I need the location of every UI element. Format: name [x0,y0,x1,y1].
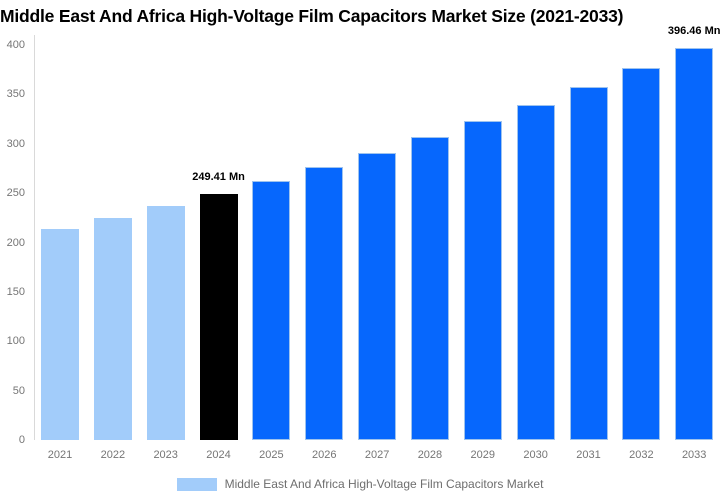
y-tick-label: 300 [6,137,25,150]
x-tick-label: 2025 [259,449,284,461]
x-tick-label: 2024 [206,449,231,461]
y-tick-label: 250 [6,187,25,200]
bar-2033 [675,48,714,440]
bar-2024 [199,193,238,440]
x-tick-label: 2031 [576,449,601,461]
bar-2025 [252,180,291,440]
x-tick-label: 2032 [629,449,654,461]
y-tick-label: 150 [6,285,25,298]
bar-2021 [41,228,79,440]
chart-title: Middle East And Africa High-Voltage Film… [0,6,624,26]
bar-2028 [410,137,449,440]
x-tick-label: 2023 [153,449,178,461]
x-tick-label: 2022 [100,449,126,461]
x-tick-label: 2028 [417,449,443,461]
bar-2029 [463,121,502,440]
legend-label: Middle East And Africa High-Voltage Film… [224,477,544,491]
bar-2022 [93,217,132,440]
bar-2030 [516,104,555,440]
y-tick-label: 0 [18,434,25,446]
bar-2027 [358,152,397,440]
bar-value-label: 396.46 Mn [667,25,720,38]
x-tick-label: 2030 [523,449,548,461]
bar-2031 [569,86,608,440]
y-axis-line [34,35,35,440]
bar-2032 [622,68,661,440]
bar-2026 [305,166,344,440]
x-tick-label: 2026 [312,449,337,461]
x-tick-label: 2033 [681,449,707,461]
bar-value-label: 249.41 Mn [192,170,245,183]
legend: Middle East And Africa High-Voltage Film… [0,475,720,493]
y-tick-label: 400 [6,39,25,51]
y-tick-label: 50 [12,384,25,397]
x-tick-label: 2029 [470,449,496,461]
y-tick-label: 100 [6,335,25,348]
x-tick-label: 2021 [47,449,73,461]
x-tick-label: 2027 [364,449,390,461]
y-tick-label: 200 [6,236,25,249]
bar-2023 [146,206,185,440]
legend-swatch [176,477,217,491]
y-tick-label: 350 [6,88,25,101]
